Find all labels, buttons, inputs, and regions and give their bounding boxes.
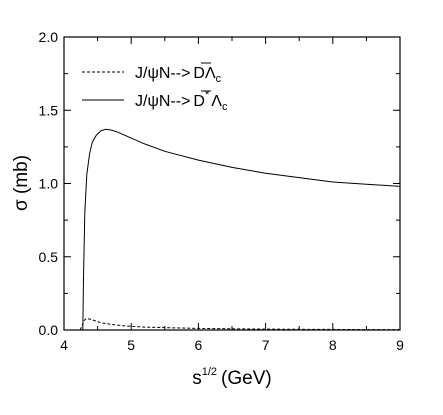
legend-label-0: J/ψN--> DΛc — [135, 65, 222, 85]
y-tick-label: 0.5 — [39, 249, 59, 265]
series-line-solid — [82, 128, 401, 331]
x-axis-title: s1/2 (GeV) — [192, 366, 271, 389]
legend-label-1: J/ψN--> D* Λc — [135, 89, 228, 113]
y-tick-label: 1.5 — [39, 102, 59, 118]
series-lines — [79, 128, 401, 331]
x-tick-label: 4 — [60, 337, 68, 353]
tick-labels: 4 5 6 7 8 9 0.0 0.5 1.0 1.5 2.0 — [39, 29, 405, 353]
y-tick-label: 0.0 — [39, 322, 59, 338]
y-axis-title: σ (mb) — [11, 155, 32, 211]
x-tick-label: 5 — [127, 337, 135, 353]
y-tick-label: 2.0 — [39, 29, 59, 45]
x-tick-label: 8 — [329, 337, 337, 353]
x-tick-label: 7 — [262, 337, 270, 353]
legend: J/ψN--> DΛc J/ψN--> D* Λc — [82, 62, 228, 113]
x-tick-label: 6 — [195, 337, 203, 353]
series-line-dashed — [79, 318, 400, 331]
y-tick-label: 1.0 — [39, 176, 59, 192]
x-tick-label: 9 — [396, 337, 404, 353]
